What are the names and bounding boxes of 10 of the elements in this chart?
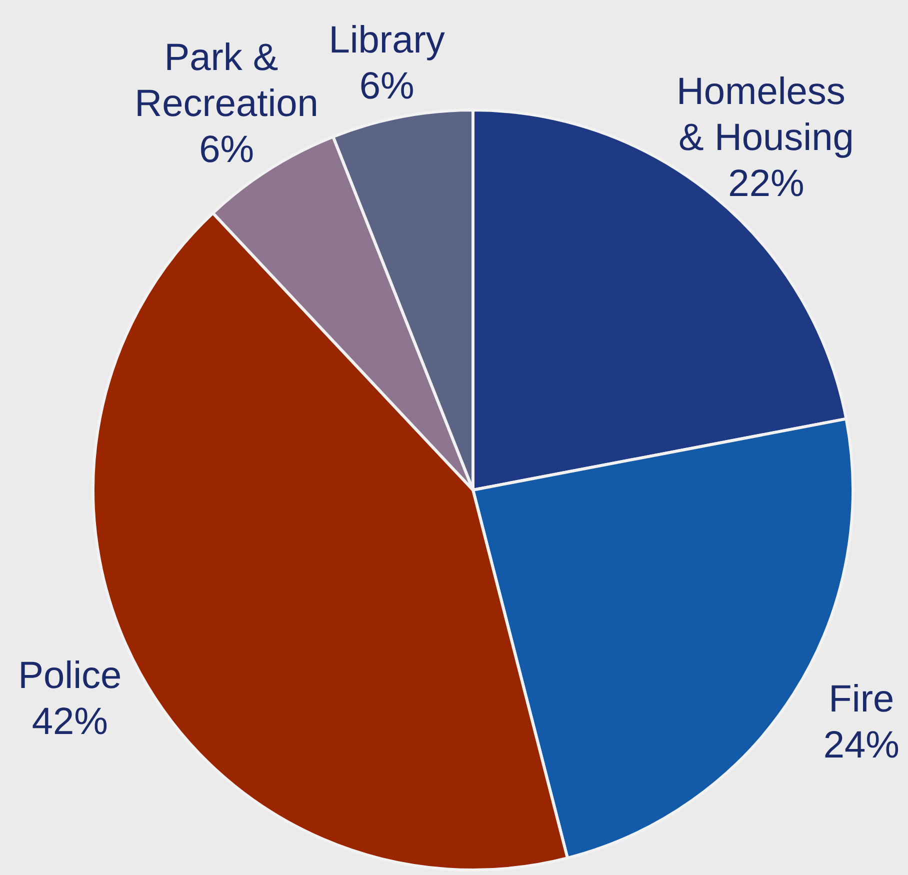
data-label: 6% [359, 66, 414, 108]
slice-label: Park & Recreation [134, 37, 318, 126]
slice-label: Fire [828, 678, 894, 721]
data-label: 42% [32, 701, 108, 744]
data-label: 6% [199, 129, 254, 172]
data-label: 22% [728, 162, 804, 205]
slice-label: Library [328, 20, 445, 62]
data-label: 24% [823, 724, 900, 767]
slice-label: Homeless & Housing [676, 70, 856, 159]
slice-label: Police [18, 655, 122, 698]
